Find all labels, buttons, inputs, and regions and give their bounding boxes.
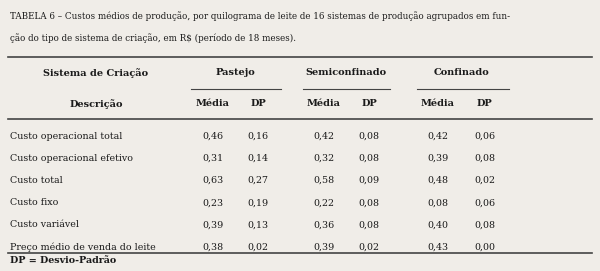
Text: Confinado: Confinado bbox=[434, 68, 490, 78]
Text: Descrição: Descrição bbox=[69, 99, 123, 109]
Text: DP = Desvio-Padrão: DP = Desvio-Padrão bbox=[10, 256, 116, 265]
Text: Custo operacional efetivo: Custo operacional efetivo bbox=[10, 154, 133, 163]
Text: 0,58: 0,58 bbox=[313, 176, 335, 185]
Text: 0,16: 0,16 bbox=[247, 131, 269, 141]
Text: 0,38: 0,38 bbox=[202, 243, 224, 252]
Text: 0,48: 0,48 bbox=[427, 176, 449, 185]
Text: 0,31: 0,31 bbox=[202, 154, 224, 163]
Text: 0,09: 0,09 bbox=[358, 176, 380, 185]
Text: 0,02: 0,02 bbox=[475, 176, 496, 185]
Text: 0,36: 0,36 bbox=[313, 220, 335, 230]
Text: DP: DP bbox=[250, 99, 266, 108]
Text: Sistema de Criação: Sistema de Criação bbox=[43, 68, 149, 78]
Text: 0,08: 0,08 bbox=[359, 220, 380, 230]
Text: 0,08: 0,08 bbox=[427, 198, 449, 207]
Text: 0,13: 0,13 bbox=[247, 220, 269, 230]
Text: 0,42: 0,42 bbox=[427, 131, 449, 141]
Text: 0,23: 0,23 bbox=[202, 198, 224, 207]
Text: 0,06: 0,06 bbox=[474, 131, 496, 141]
Text: DP: DP bbox=[361, 99, 377, 108]
Text: Preço médio de venda do leite: Preço médio de venda do leite bbox=[10, 242, 155, 252]
Text: DP: DP bbox=[477, 99, 493, 108]
Text: ção do tipo de sistema de criação, em R$ (período de 18 meses).: ção do tipo de sistema de criação, em R$… bbox=[10, 33, 296, 43]
Text: 0,00: 0,00 bbox=[475, 243, 496, 252]
Text: 0,43: 0,43 bbox=[427, 243, 449, 252]
Text: 0,08: 0,08 bbox=[475, 220, 496, 230]
Text: 0,06: 0,06 bbox=[474, 198, 496, 207]
Text: Média: Média bbox=[196, 99, 230, 108]
Text: 0,02: 0,02 bbox=[359, 243, 380, 252]
Text: Média: Média bbox=[421, 99, 455, 108]
Text: 0,27: 0,27 bbox=[248, 176, 269, 185]
Text: 0,39: 0,39 bbox=[202, 220, 224, 230]
Text: 0,14: 0,14 bbox=[248, 154, 269, 163]
Text: Custo variável: Custo variável bbox=[10, 220, 79, 230]
Text: Semiconfinado: Semiconfinado bbox=[305, 68, 387, 78]
Text: 0,08: 0,08 bbox=[359, 198, 380, 207]
Text: Custo fixo: Custo fixo bbox=[10, 198, 58, 207]
Text: 0,42: 0,42 bbox=[314, 131, 335, 141]
Text: 0,08: 0,08 bbox=[475, 154, 496, 163]
Text: 0,22: 0,22 bbox=[314, 198, 335, 207]
Text: 0,39: 0,39 bbox=[427, 154, 449, 163]
Text: 0,19: 0,19 bbox=[247, 198, 269, 207]
Text: 0,63: 0,63 bbox=[202, 176, 224, 185]
Text: 0,08: 0,08 bbox=[359, 154, 380, 163]
Text: 0,39: 0,39 bbox=[313, 243, 335, 252]
Text: Média: Média bbox=[307, 99, 341, 108]
Text: TABELA 6 – Custos médios de produção, por quilograma de leite de 16 sistemas de : TABELA 6 – Custos médios de produção, po… bbox=[10, 11, 510, 21]
Text: Pastejo: Pastejo bbox=[216, 68, 256, 78]
Text: Custo total: Custo total bbox=[10, 176, 62, 185]
Text: 0,32: 0,32 bbox=[313, 154, 335, 163]
Text: 0,02: 0,02 bbox=[248, 243, 269, 252]
Text: Custo operacional total: Custo operacional total bbox=[10, 131, 122, 141]
Text: 0,08: 0,08 bbox=[359, 131, 380, 141]
Text: 0,40: 0,40 bbox=[427, 220, 449, 230]
Text: 0,46: 0,46 bbox=[202, 131, 224, 141]
